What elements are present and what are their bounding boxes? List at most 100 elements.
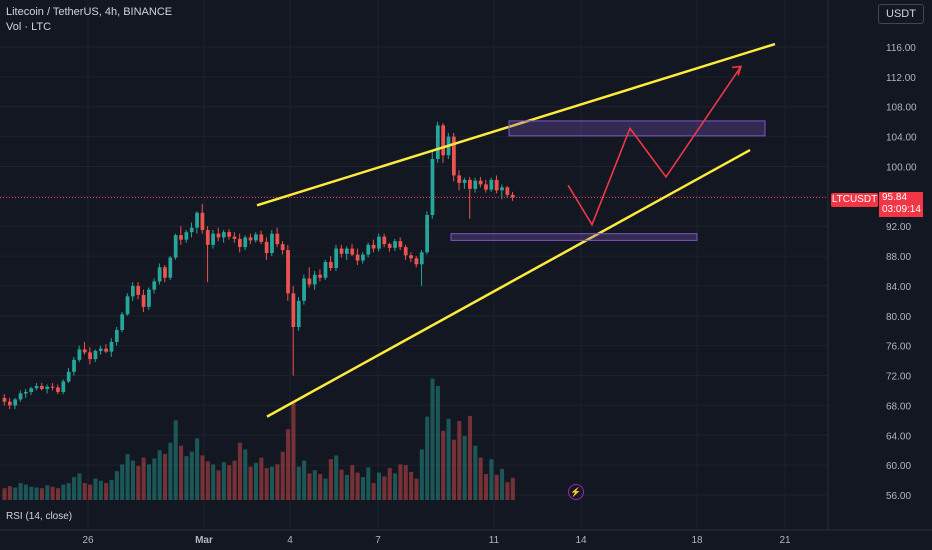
volume-bar (291, 402, 296, 500)
candle-body (425, 215, 429, 253)
candle-body (98, 348, 103, 351)
candle-body (489, 179, 494, 190)
volume-bar (253, 462, 258, 500)
candle-body (345, 248, 349, 254)
candle-body (334, 248, 339, 269)
volume-bar (339, 469, 344, 500)
candle-body (452, 136, 456, 176)
candle-body (307, 278, 312, 285)
volume-bar (387, 468, 392, 500)
time-tick-label: 4 (287, 535, 293, 546)
volume-bar (419, 449, 424, 500)
price-tick-label: 76.00 (886, 342, 911, 353)
candle-body (157, 267, 162, 282)
volume-bar (371, 483, 376, 500)
candle-body (147, 289, 151, 307)
candle-body (254, 234, 258, 241)
candle-body (61, 381, 66, 392)
price-tick-label: 60.00 (886, 461, 911, 472)
candle-body (120, 314, 125, 330)
candle-body (152, 281, 157, 290)
candle-body (291, 293, 296, 327)
candle-body (18, 393, 23, 400)
volume-bar (114, 471, 119, 500)
candle-body (312, 274, 317, 285)
candle-body (473, 180, 478, 189)
volume-bar (473, 445, 478, 500)
volume-bar (323, 478, 328, 500)
volume-bar (173, 420, 178, 500)
price-tick-label: 84.00 (886, 282, 911, 293)
time-tick-label: 21 (779, 535, 791, 546)
candle-body (393, 241, 397, 248)
chart-title: Litecoin / TetherUS, 4h, BINANCE (6, 6, 173, 18)
rsi-indicator-label[interactable]: RSI (14, close) (6, 511, 73, 522)
candle-body (114, 329, 119, 342)
candle-body (82, 349, 87, 353)
price-tick-label: 68.00 (886, 401, 911, 412)
volume-bar (307, 473, 312, 500)
volume-bar (264, 468, 269, 500)
candle-body (328, 262, 333, 269)
currency-button[interactable]: USDT (878, 4, 924, 24)
volume-bar (104, 483, 109, 500)
bar-countdown: 03:09:14 (882, 204, 921, 215)
candle-body (77, 349, 82, 360)
candle-body (88, 352, 92, 360)
candle-body (221, 232, 226, 238)
price-tick-label: 112.00 (886, 73, 916, 84)
volume-bar (286, 429, 291, 500)
volume-bar (505, 482, 510, 500)
volume-bar (93, 478, 98, 500)
volume-bar (302, 460, 307, 500)
volume-bar (350, 465, 355, 500)
volume-bar (82, 483, 87, 500)
candle-body (7, 401, 12, 406)
candle-body (24, 391, 28, 394)
candle-body (409, 255, 413, 259)
chart-grid (0, 0, 828, 530)
volume-bar (484, 474, 489, 500)
volume-bar (243, 449, 248, 500)
time-tick-label: 7 (375, 535, 381, 546)
price-tick-label: 72.00 (886, 372, 911, 383)
candle-body (441, 125, 446, 156)
candle-body (478, 180, 483, 185)
candle-body (403, 247, 408, 256)
lightning-icon[interactable]: ⚡ (568, 484, 584, 500)
volume-bar (403, 465, 408, 500)
time-tick-label: 14 (575, 535, 587, 546)
volume-bar (179, 445, 184, 500)
volume-bar (184, 456, 189, 500)
volume-bar (425, 416, 430, 500)
candle-body (34, 385, 39, 389)
price-tick-label: 88.00 (886, 252, 911, 263)
volume-bar (34, 487, 39, 500)
volume-bar (189, 451, 194, 500)
volume-bar (414, 478, 419, 500)
candle-body (232, 236, 237, 239)
volume-label: Vol · LTC (6, 21, 52, 33)
volume-bar (72, 477, 77, 500)
candle-body (264, 241, 269, 254)
candle-body (339, 248, 344, 254)
candle-body (195, 212, 199, 228)
projection-arrowhead (731, 65, 743, 76)
volume-bar (478, 457, 483, 500)
volume-bar (157, 450, 162, 500)
volume-bar (457, 421, 462, 500)
candle-body (435, 125, 440, 159)
volume-bar (360, 477, 365, 500)
candle-body (414, 258, 419, 265)
volume-bar (393, 473, 398, 500)
candles (2, 121, 515, 410)
volume-bar (500, 468, 505, 500)
candle-body (243, 237, 248, 248)
candle-body (29, 388, 34, 392)
volume-bar (168, 442, 173, 500)
time-tick-label: 18 (691, 535, 703, 546)
price-tick-label: 100.00 (886, 162, 917, 173)
last-price-value: 95.84 (882, 192, 908, 203)
candle-body (56, 387, 60, 392)
